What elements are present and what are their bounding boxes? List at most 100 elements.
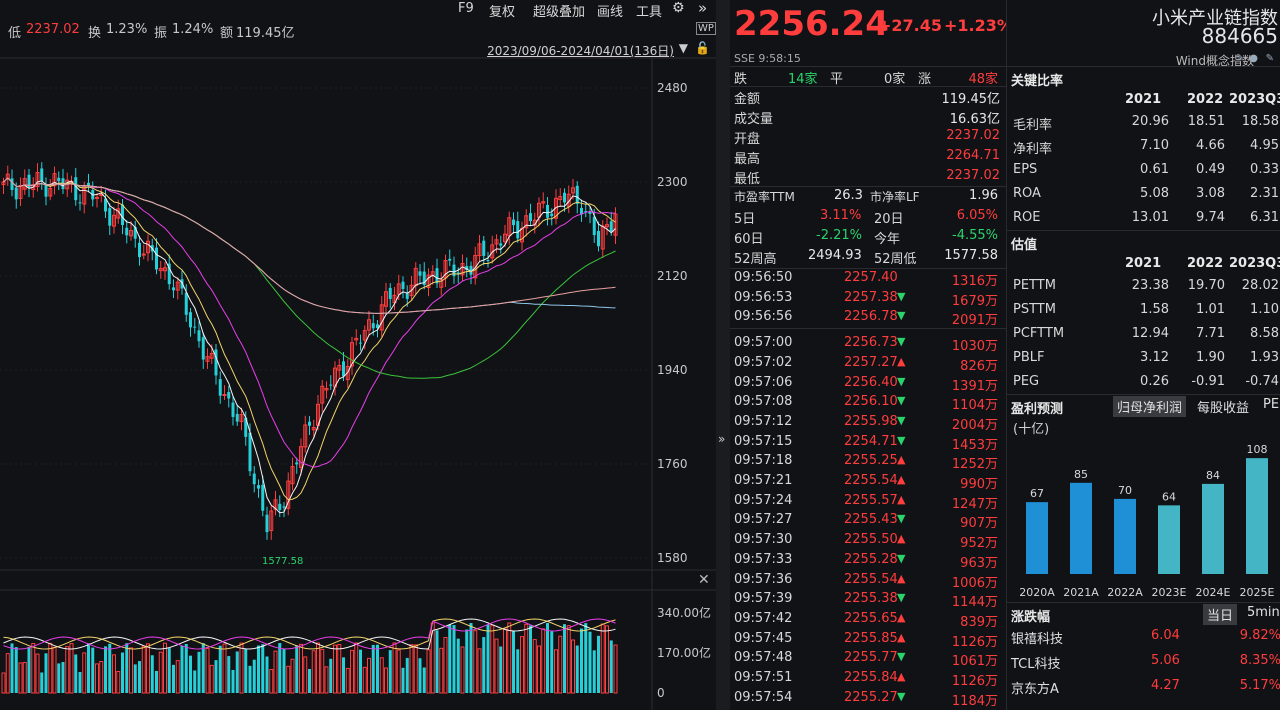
- volume-bar: [278, 643, 282, 693]
- volume-bar: [155, 670, 158, 693]
- tick-row: 09:57:08 2256.10 ▼ 1104万: [734, 394, 1000, 413]
- arrow-down-icon: ▼: [897, 335, 906, 349]
- volume-bar: [396, 649, 401, 694]
- volume-bar: [265, 656, 269, 693]
- tab-today[interactable]: 当日: [1203, 604, 1238, 625]
- volume-bar: [409, 644, 414, 694]
- candle-body: [175, 281, 180, 291]
- volume-bar: [388, 650, 392, 693]
- lock-icon[interactable]: 🔓: [695, 41, 710, 55]
- forecast-unit: (十亿): [1013, 422, 1050, 437]
- f9-button[interactable]: F9: [458, 1, 474, 16]
- valuations-value: 8.58: [1250, 326, 1279, 341]
- edit-icon[interactable]: ✎: [1235, 53, 1244, 64]
- pin-icon[interactable]: ✎: [1265, 53, 1274, 64]
- volume-bar: [392, 642, 397, 694]
- candle-body: [588, 211, 592, 214]
- candlestick-chart[interactable]: 2480 2300 2120 1940 1760 1580 340.00亿 170.00亿 0 1…: [0, 0, 716, 710]
- candle-body: [605, 224, 609, 228]
- tools-button[interactable]: 工具: [636, 5, 663, 20]
- kline-panel[interactable]: F9 复权 超级叠加 画线 工具 ⚙ » 低 2237.02 换 1.23% 振…: [0, 0, 716, 710]
- tick-row: 09:57:02 2257.27 ▲ 826万: [734, 355, 1000, 374]
- candle-body: [422, 271, 426, 285]
- candle-body: [282, 506, 286, 508]
- perf-row-3: 52周高 2494.93 52周低 1577.58: [734, 248, 1000, 268]
- volume-bar: [48, 642, 53, 694]
- tick-time: 09:57:42: [734, 610, 793, 626]
- volume-bar: [201, 643, 205, 693]
- volume-bar: [239, 642, 244, 694]
- candle-body: [439, 279, 444, 288]
- perf-row-2: 60日 -2.21% 今年 -4.55%: [734, 228, 1000, 248]
- tick-row: 09:57:54 2255.27 ▼ 1184万: [734, 690, 1000, 709]
- d60-label: 60日: [734, 232, 764, 247]
- tab-eps[interactable]: 每股收益: [1197, 401, 1250, 416]
- tab-5min[interactable]: 5min: [1247, 605, 1280, 620]
- candle-body: [78, 202, 82, 204]
- volume-bar: [273, 650, 278, 694]
- tick-time: 09:57:48: [734, 650, 793, 666]
- candle-body: [571, 187, 575, 194]
- candle-body: [558, 196, 563, 201]
- volume-bar: [456, 638, 460, 693]
- volume-bar: [499, 646, 503, 693]
- candle-body: [286, 480, 291, 509]
- tick-price: 2255.65: [844, 610, 898, 626]
- restore-button[interactable]: 复权: [489, 5, 516, 20]
- double-chevron-right-icon[interactable]: »: [698, 0, 708, 17]
- candle-body: [261, 484, 265, 511]
- forecast-category-label: 2025E: [1240, 586, 1275, 599]
- arrow-up-icon: ▲: [897, 610, 906, 624]
- draw-line-button[interactable]: 画线: [597, 5, 624, 20]
- forecast-category-label: 2024E: [1196, 586, 1231, 599]
- panel-divider[interactable]: [716, 0, 730, 710]
- tick-price: 2256.78: [844, 309, 898, 325]
- candle-body: [329, 384, 333, 386]
- pb-label: 市净率LF: [870, 190, 920, 204]
- tick-row: 09:57:33 2255.28 ▼ 963万: [734, 552, 1000, 571]
- tick-price: 2255.28: [844, 551, 898, 567]
- candle-body: [189, 312, 192, 328]
- candle-body: [112, 214, 116, 227]
- tab-net-profit[interactable]: 归母净利润: [1113, 396, 1187, 417]
- volume-bar: [141, 645, 146, 694]
- valuations-value: 28.02: [1241, 278, 1279, 293]
- date-range-label[interactable]: 2023/09/06-2024/04/01(136日): [487, 44, 674, 58]
- candle-body: [388, 287, 392, 299]
- ratios-value: 18.51: [1187, 114, 1225, 129]
- gear-icon[interactable]: ⚙: [672, 0, 685, 16]
- quote-row-label: 开盘: [734, 132, 761, 147]
- mover-row[interactable]: TCL科技 5.06 8.35%: [1011, 653, 1280, 677]
- wp-icon[interactable]: WP: [696, 22, 716, 35]
- quote-row-label: 金额: [734, 92, 761, 107]
- mover-row[interactable]: 京东方A 4.27 5.17%: [1011, 678, 1280, 702]
- volume-bar: [439, 647, 444, 694]
- tick-time: 09:57:06: [734, 374, 793, 390]
- dropdown-triangle-icon[interactable]: ▼: [678, 41, 688, 55]
- mover-row[interactable]: 银禧科技 6.04 9.82%: [1011, 628, 1280, 652]
- close-volume-icon[interactable]: ✕: [698, 572, 710, 588]
- tab-pe[interactable]: PE: [1263, 397, 1280, 412]
- volume-bar: [448, 624, 452, 693]
- tick-time: 09:57:45: [734, 630, 793, 646]
- mover-pct: 9.82%: [1239, 628, 1280, 643]
- candle-body: [74, 177, 78, 201]
- d5-label: 5日: [734, 212, 756, 227]
- pb-value: 1.96: [969, 188, 998, 203]
- stats-bar: 低 2237.02 换 1.23% 振 1.24% 额 119.45亿 WP: [0, 20, 716, 41]
- bell-icon[interactable]: ●: [1249, 53, 1258, 64]
- candle-body: [95, 196, 99, 199]
- volume-bar: [108, 643, 112, 693]
- volume-bar: [163, 642, 167, 694]
- arrow-down-icon: ▼: [897, 374, 906, 388]
- candle-body: [376, 324, 379, 329]
- candle-body: [324, 387, 329, 391]
- overlay-button[interactable]: 超级叠加: [533, 5, 586, 20]
- volume-bar: [257, 645, 260, 693]
- tick-row: 09:57:36 2255.54 ▲ 1006万: [734, 572, 1000, 591]
- valuations-row: PBLF 3.12 1.90 1.93: [1011, 350, 1280, 372]
- collapse-arrow-icon[interactable]: »: [718, 432, 726, 446]
- volume-average-line: [3, 618, 616, 650]
- forecast-category-label: 2023E: [1152, 586, 1187, 599]
- price-axis-label: 2300: [657, 175, 688, 189]
